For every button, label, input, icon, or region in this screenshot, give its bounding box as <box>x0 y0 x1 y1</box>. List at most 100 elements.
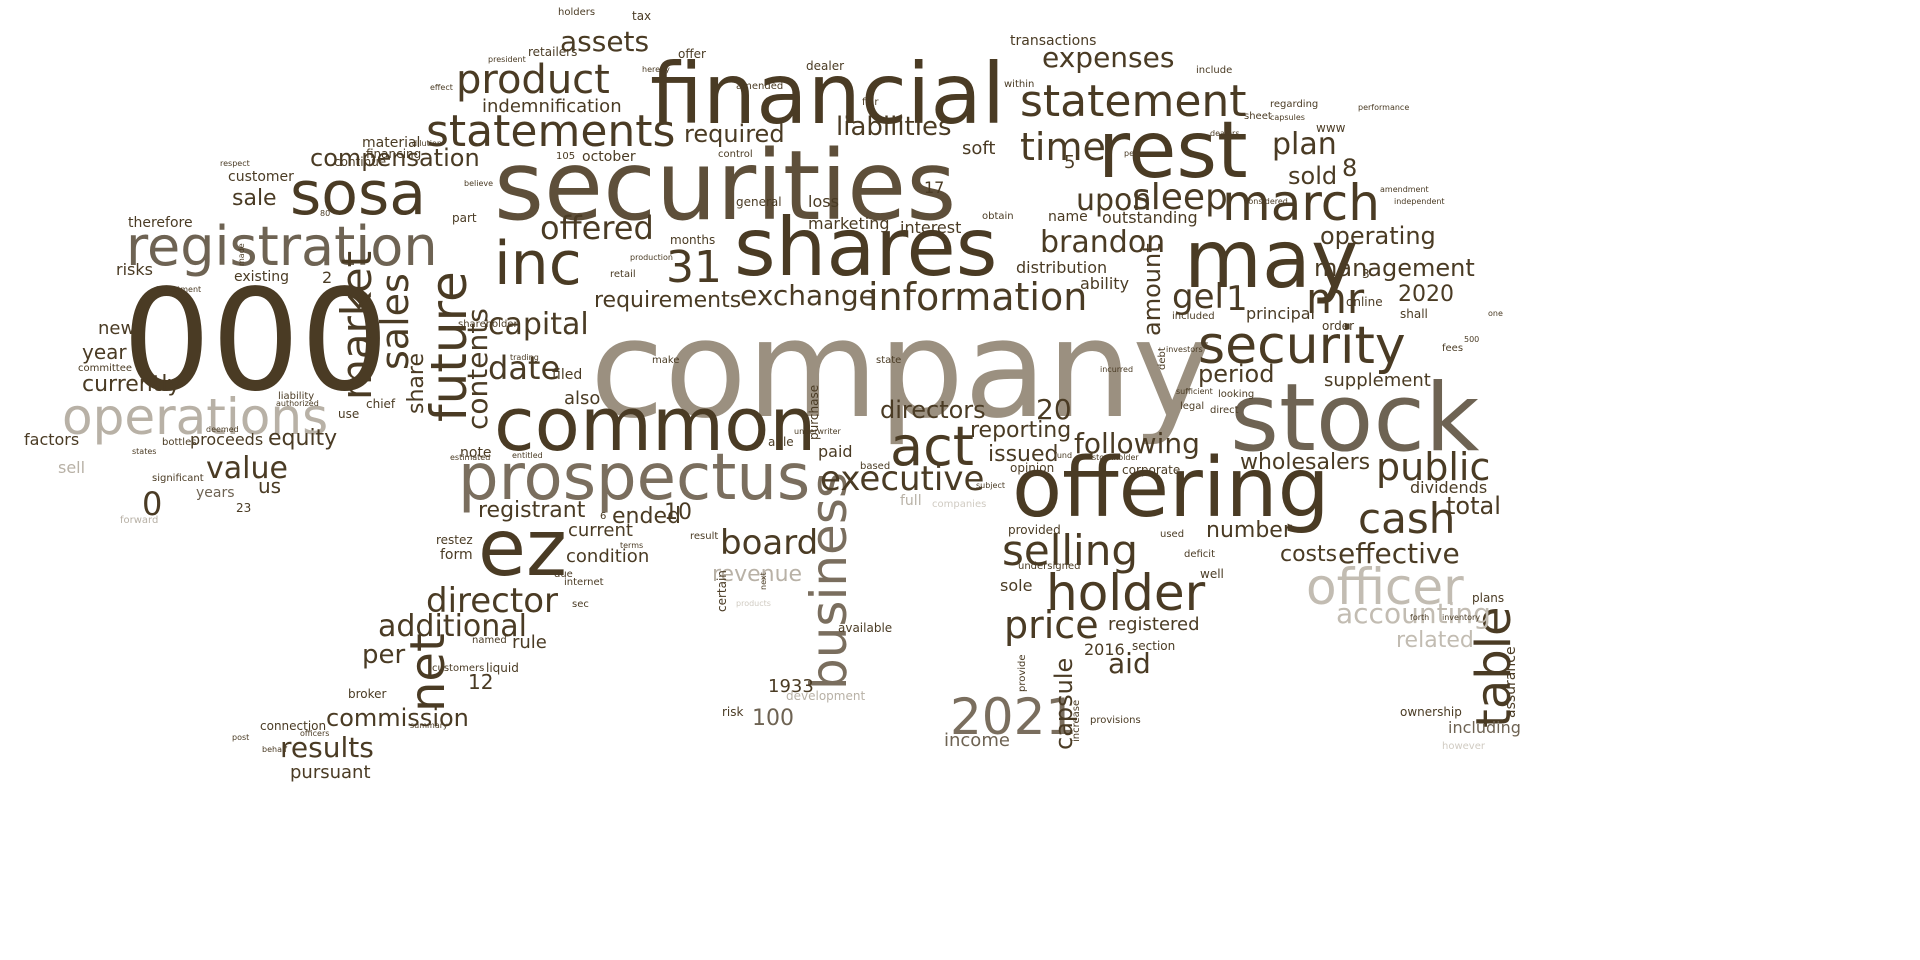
word-behalf: behalf <box>262 745 288 754</box>
word-certain: certain <box>715 570 729 612</box>
word-registrant: registrant <box>478 498 586 523</box>
word-inc: inc <box>494 229 582 299</box>
word-however: however <box>1442 741 1485 752</box>
word-dividends: dividends <box>1410 478 1488 497</box>
word-looking: looking <box>1218 389 1255 400</box>
word-used: used <box>1160 529 1185 540</box>
word-issued: issued <box>988 442 1059 467</box>
word-10: 10 <box>664 500 692 525</box>
word-registered: registered <box>1108 614 1200 635</box>
word-distribution: distribution <box>1016 258 1108 277</box>
word-products: products <box>736 599 771 608</box>
word-state: state <box>876 355 902 366</box>
word-date: date <box>488 349 561 387</box>
word-order: order <box>1322 319 1354 333</box>
word-5: 5 <box>1064 152 1076 173</box>
word-internet: internet <box>564 577 604 588</box>
word-period: period <box>1198 360 1275 388</box>
word-number: number <box>1206 518 1292 543</box>
word-fund: fund <box>1054 451 1073 460</box>
word-ended: ended <box>612 504 681 529</box>
word-retail: retail <box>610 269 636 280</box>
word-regarding: regarding <box>1270 99 1319 110</box>
word-results: results <box>280 731 374 764</box>
word-investors: investors <box>1166 345 1203 354</box>
word-obtain: obtain <box>982 211 1014 222</box>
word-time: time <box>1020 125 1106 169</box>
word-8: 8 <box>1342 154 1358 182</box>
word-terms: terms <box>620 541 644 550</box>
word-effect: effect <box>430 83 453 92</box>
word-hereby: hereby <box>642 65 670 74</box>
word-connection: connection <box>260 719 327 733</box>
word-shareholder: shareholder <box>458 319 518 330</box>
word-securities: securities <box>494 130 957 242</box>
word-year: year <box>82 340 127 364</box>
word-general: general <box>736 195 782 209</box>
word-liabilities: liabilities <box>836 112 952 142</box>
word-therefore: therefore <box>128 215 193 231</box>
word-due: due <box>554 569 573 580</box>
word-opinion: opinion <box>1010 461 1055 475</box>
word-undersigned: undersigned <box>1018 561 1081 572</box>
word-capsules: capsules <box>1270 113 1305 122</box>
word-required: required <box>684 120 785 148</box>
word-committee: committee <box>78 363 133 374</box>
word-fair: fair <box>862 97 879 108</box>
word-costs: costs <box>1280 542 1338 567</box>
word-considered: considered <box>1244 197 1288 206</box>
word-effective: effective <box>1338 537 1460 570</box>
word-ability: ability <box>1080 274 1130 293</box>
word-1: 1 <box>1226 279 1248 319</box>
word-currently: currently <box>82 372 181 397</box>
word-information: information <box>868 275 1088 319</box>
word-board: board <box>720 523 819 563</box>
word-31: 31 <box>666 242 722 293</box>
word-market: market <box>332 250 381 400</box>
word-registration: registration <box>126 215 438 278</box>
word-105: 105 <box>556 151 576 162</box>
word-rule: rule <box>512 632 547 653</box>
word-2: 2 <box>322 268 333 287</box>
word-person: person <box>1124 149 1152 158</box>
word-make: make <box>652 355 680 366</box>
word-dilution: dilution <box>412 139 442 148</box>
word-shall: shall <box>1400 307 1428 321</box>
word-section: section <box>1132 639 1176 653</box>
word-3: 3 <box>1362 267 1370 281</box>
word-stock: stock <box>1230 364 1480 473</box>
word-president: president <box>488 55 526 64</box>
word-tax: tax <box>632 9 652 23</box>
word-well: well <box>1200 567 1224 581</box>
word-indemnification: indemnification <box>482 96 622 117</box>
word-continue: continue <box>334 155 387 169</box>
word-full: full <box>900 493 922 509</box>
word-price: price <box>1004 603 1099 647</box>
word-chief: chief <box>366 397 396 411</box>
word-respect: respect <box>220 159 250 168</box>
word-amendment: amendment <box>1380 185 1429 194</box>
word-based: based <box>860 461 891 472</box>
word-financial: financial <box>650 45 1006 143</box>
word-result: result <box>690 531 719 542</box>
word-states: states <box>132 447 157 456</box>
word-customer: customer <box>228 169 294 185</box>
word-condition: condition <box>566 546 650 567</box>
word-investment: investment <box>156 285 202 294</box>
word-plans: plans <box>1472 591 1505 605</box>
word-sold: sold <box>1288 162 1338 190</box>
word-stockholder: stockholder <box>1092 453 1139 462</box>
word-security: security <box>1198 316 1406 376</box>
word-march: march <box>1222 174 1380 232</box>
word-trading: trading <box>510 353 539 362</box>
word-prospectus: prospectus <box>458 441 811 515</box>
word-risk: risk <box>722 705 744 719</box>
word-assets: assets <box>560 25 650 58</box>
word-restez: restez <box>436 533 473 547</box>
word-fees: fees <box>1442 343 1464 354</box>
word-transactions: transactions <box>1010 33 1097 49</box>
word-liability: liability <box>278 391 315 402</box>
word-also: also <box>564 388 601 409</box>
word-sleep: sleep <box>1132 177 1228 218</box>
word-supplement: supplement <box>1324 370 1431 391</box>
